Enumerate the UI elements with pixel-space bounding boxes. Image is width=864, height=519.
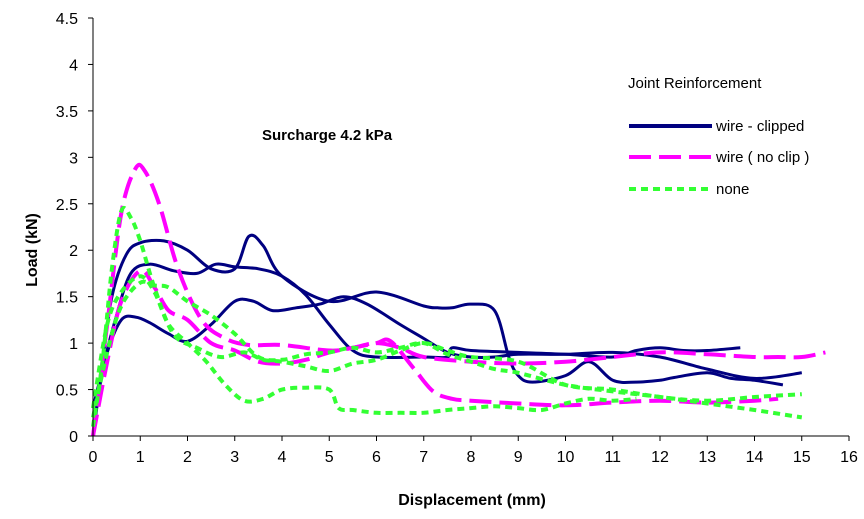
series-line-wire-clipped-1 xyxy=(91,262,741,437)
y-tick-label: 0.5 xyxy=(56,383,78,400)
series-line-wire-no-clip-3 xyxy=(91,162,826,437)
y-tick-label: 4.5 xyxy=(56,11,78,28)
y-tick-label: 1 xyxy=(69,336,78,353)
series-layer xyxy=(91,162,826,437)
x-tick-label: 3 xyxy=(230,449,239,466)
x-tick-label: 9 xyxy=(514,449,523,466)
x-tick-label: 7 xyxy=(419,449,428,466)
x-tick-label: 6 xyxy=(372,449,381,466)
x-tick-label: 8 xyxy=(467,449,476,466)
series-line-none-6 xyxy=(91,279,803,420)
x-tick-labels: 0 1 2 3 4 5 6 7 8 9 10 11 12 13 14 15 16 xyxy=(89,449,858,466)
x-tick-label: 10 xyxy=(557,449,575,466)
y-tick-labels: 0 0.5 1 1.5 2 2.5 3 3.5 4 4.5 xyxy=(56,11,78,446)
x-tick-label: 11 xyxy=(604,449,621,466)
x-tick-label: 0 xyxy=(89,449,98,466)
y-axis-title: Load (kN) xyxy=(24,213,41,287)
legend-label-wire-clipped: wire - clipped xyxy=(715,118,804,135)
x-tick-label: 5 xyxy=(325,449,334,466)
axes-layer xyxy=(88,17,850,441)
x-axis-title: Displacement (mm) xyxy=(398,492,546,509)
y-tick-label: 2 xyxy=(69,243,78,260)
y-tick-label: 2.5 xyxy=(56,197,78,214)
x-tick-label: 13 xyxy=(698,449,716,466)
series-line-wire-clipped-0 xyxy=(91,233,784,437)
y-tick-label: 1.5 xyxy=(56,290,78,307)
legend-title: Joint Reinforcement xyxy=(628,75,762,92)
y-tick-label: 3 xyxy=(69,150,78,167)
legend: Joint Reinforcement wire - clipped wire … xyxy=(628,75,809,198)
legend-label-none: none xyxy=(716,181,749,198)
legend-label-wire-no-clip: wire ( no clip ) xyxy=(715,149,809,166)
series-line-wire-clipped-2 xyxy=(91,295,803,409)
surcharge-annotation: Surcharge 4.2 kPa xyxy=(262,127,393,144)
x-tick-label: 15 xyxy=(793,449,811,466)
y-tick-label: 3.5 xyxy=(56,104,78,121)
x-tick-label: 14 xyxy=(746,449,764,466)
x-tick-label: 12 xyxy=(651,449,669,466)
x-tick-label: 2 xyxy=(183,449,192,466)
x-tick-label: 1 xyxy=(136,449,145,466)
x-tick-label: 16 xyxy=(840,449,858,466)
y-tick-label: 0 xyxy=(69,429,78,446)
y-tick-label: 4 xyxy=(69,57,78,74)
x-tick-label: 4 xyxy=(278,449,287,466)
